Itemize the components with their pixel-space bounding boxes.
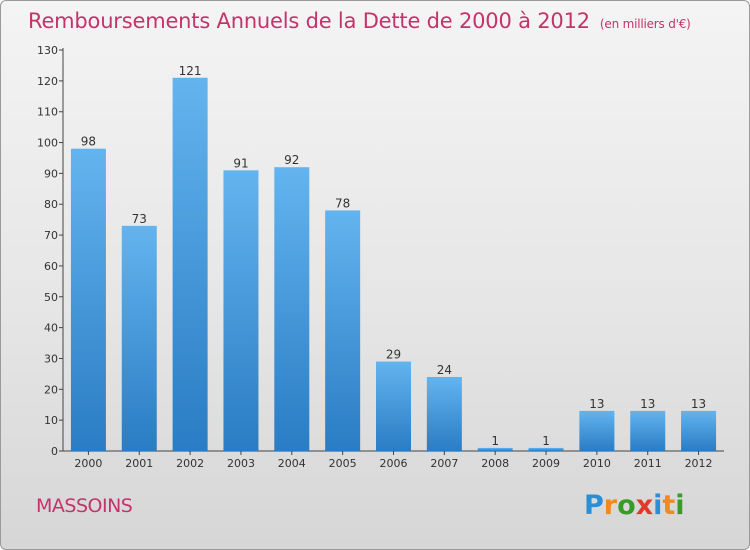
x-tick-label-2001: 2001	[125, 457, 153, 470]
value-label-2010: 13	[589, 397, 604, 411]
x-tick-label-2007: 2007	[430, 457, 458, 470]
logo-letter: i	[653, 490, 663, 521]
chart-subtitle: (en milliers d'€)	[599, 17, 691, 31]
value-label-2008: 1	[491, 434, 499, 448]
y-tick-label: 90	[44, 167, 58, 180]
y-tick-label: 70	[44, 229, 58, 242]
logo-letter: o	[617, 490, 636, 521]
bar-2010	[579, 410, 615, 451]
bar-2005	[325, 210, 361, 451]
logo-letter: i	[675, 490, 685, 521]
value-label-2004: 92	[284, 153, 299, 167]
logo-letter: r	[603, 490, 618, 521]
value-label-2005: 78	[335, 196, 350, 210]
x-tick-label-2012: 2012	[685, 457, 713, 470]
y-tick-label: 10	[44, 414, 58, 427]
value-label-2011: 13	[640, 397, 655, 411]
x-tick-label-2010: 2010	[583, 457, 611, 470]
x-tick-label-2006: 2006	[380, 457, 408, 470]
bars	[70, 77, 717, 452]
value-label-2007: 24	[437, 363, 452, 377]
y-tick-label: 80	[44, 198, 58, 211]
x-tick-label-2000: 2000	[74, 457, 102, 470]
y-tick-label: 30	[44, 352, 58, 365]
x-tick-label-2009: 2009	[532, 457, 560, 470]
logo-letter: t	[662, 490, 676, 521]
axes: 0 10 20 30 40 50 60 70 80 90 100 110 120 130 2000 2001 2…	[37, 44, 724, 470]
bar-2012	[681, 410, 717, 451]
bar-2006	[376, 361, 411, 451]
y-tick-label: 130	[37, 44, 58, 57]
y-tick-label: 110	[37, 106, 58, 119]
logo-letter: P	[584, 490, 604, 521]
x-tick-label-2011: 2011	[634, 457, 662, 470]
y-tick-label: 120	[37, 75, 58, 88]
x-tick-label-2003: 2003	[227, 457, 255, 470]
x-tick-label-2004: 2004	[278, 457, 306, 470]
bar-2009	[528, 447, 564, 451]
value-label-2009: 1	[542, 434, 550, 448]
value-labels: 98 73 121 91 92 78 29 24 1 1 13 13 13	[81, 64, 706, 448]
commune-name: MASSOINS	[36, 495, 133, 517]
y-tick-label: 0	[51, 445, 58, 458]
y-tick-label: 100	[37, 137, 58, 150]
y-tick-label: 50	[44, 291, 58, 304]
y-tick-label: 20	[44, 383, 58, 396]
x-tick-label-2005: 2005	[329, 457, 357, 470]
y-tick-label: 40	[44, 322, 58, 335]
bar-2003	[223, 170, 259, 452]
proxiti-logo: Proxiti	[584, 490, 685, 521]
y-tick-label: 60	[44, 260, 58, 273]
bar-2000	[70, 148, 106, 451]
bar-2004	[274, 167, 310, 451]
bar-2001	[121, 225, 157, 451]
x-tick-label-2002: 2002	[176, 457, 204, 470]
bar-2007	[426, 376, 462, 451]
logo-letter: x	[635, 490, 654, 521]
bar-2002	[172, 77, 208, 451]
bar-2008	[477, 447, 513, 451]
value-label-2001: 73	[132, 212, 147, 226]
chart-title-text: Remboursements Annuels de la Dette de 20…	[28, 9, 590, 33]
value-label-2002: 121	[179, 64, 202, 78]
x-tick-label-2008: 2008	[481, 457, 509, 470]
chart-title: Remboursements Annuels de la Dette de 20…	[28, 9, 691, 33]
bar-2011	[630, 410, 666, 451]
value-label-2006: 29	[386, 348, 401, 362]
value-label-2000: 98	[81, 135, 96, 149]
value-label-2003: 91	[233, 156, 248, 170]
value-label-2012: 13	[691, 397, 706, 411]
